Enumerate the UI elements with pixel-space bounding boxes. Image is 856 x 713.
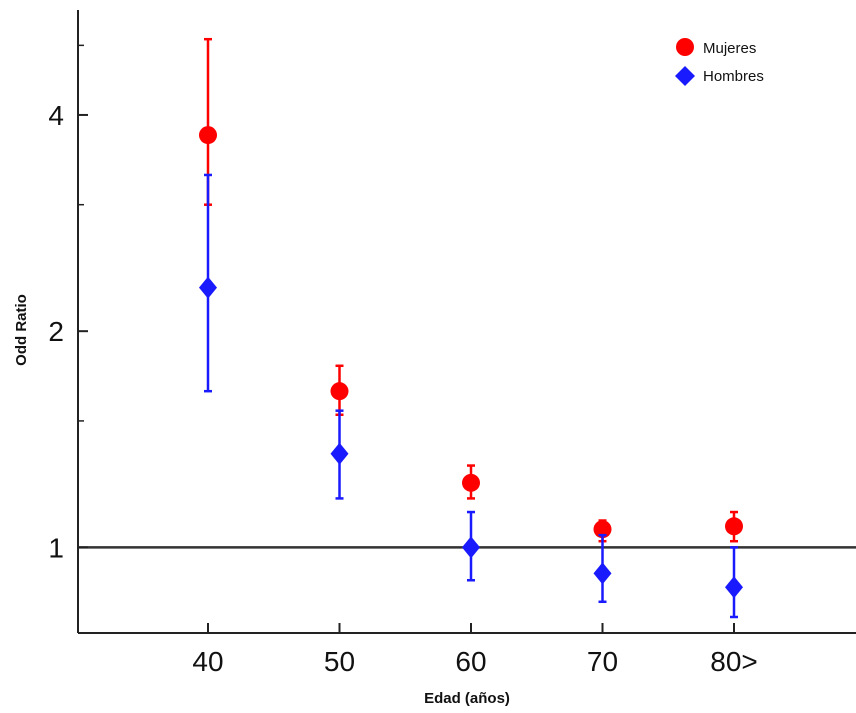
y-tick-label: 4 <box>48 100 64 131</box>
y-tick-label: 1 <box>48 532 64 563</box>
y-axis-ticks: 1 2 4 <box>48 44 88 563</box>
x-axis-ticks: 40 50 60 70 80> <box>192 623 758 677</box>
x-axis-title: Edad (años) <box>424 690 510 707</box>
legend-label-mujeres: Mujeres <box>703 40 756 57</box>
data-point-hombres <box>725 576 743 599</box>
data-point-hombres <box>199 276 217 299</box>
data-point-mujeres <box>199 126 217 145</box>
legend-label-hombres: Hombres <box>703 68 764 85</box>
data-point-mujeres <box>593 520 612 539</box>
legend-marker-mujeres <box>676 38 694 56</box>
x-tick-label: 70 <box>587 646 618 677</box>
x-tick-label: 50 <box>324 646 355 677</box>
data-point-mujeres <box>330 382 349 401</box>
data-point-hombres <box>593 562 612 585</box>
x-tick-label: 40 <box>192 646 223 677</box>
y-tick-label: 2 <box>48 316 64 347</box>
x-tick-label: 80> <box>710 646 758 677</box>
data-point-hombres <box>462 536 480 559</box>
data-marks <box>199 37 743 619</box>
x-tick-label: 60 <box>455 646 486 677</box>
data-point-hombres <box>330 442 349 465</box>
data-point-mujeres <box>462 473 480 492</box>
y-axis-title: Odd Ratio <box>13 294 30 366</box>
legend-marker-hombres <box>675 66 695 86</box>
legend: Mujeres Hombres <box>675 38 764 86</box>
data-point-mujeres <box>725 517 743 536</box>
